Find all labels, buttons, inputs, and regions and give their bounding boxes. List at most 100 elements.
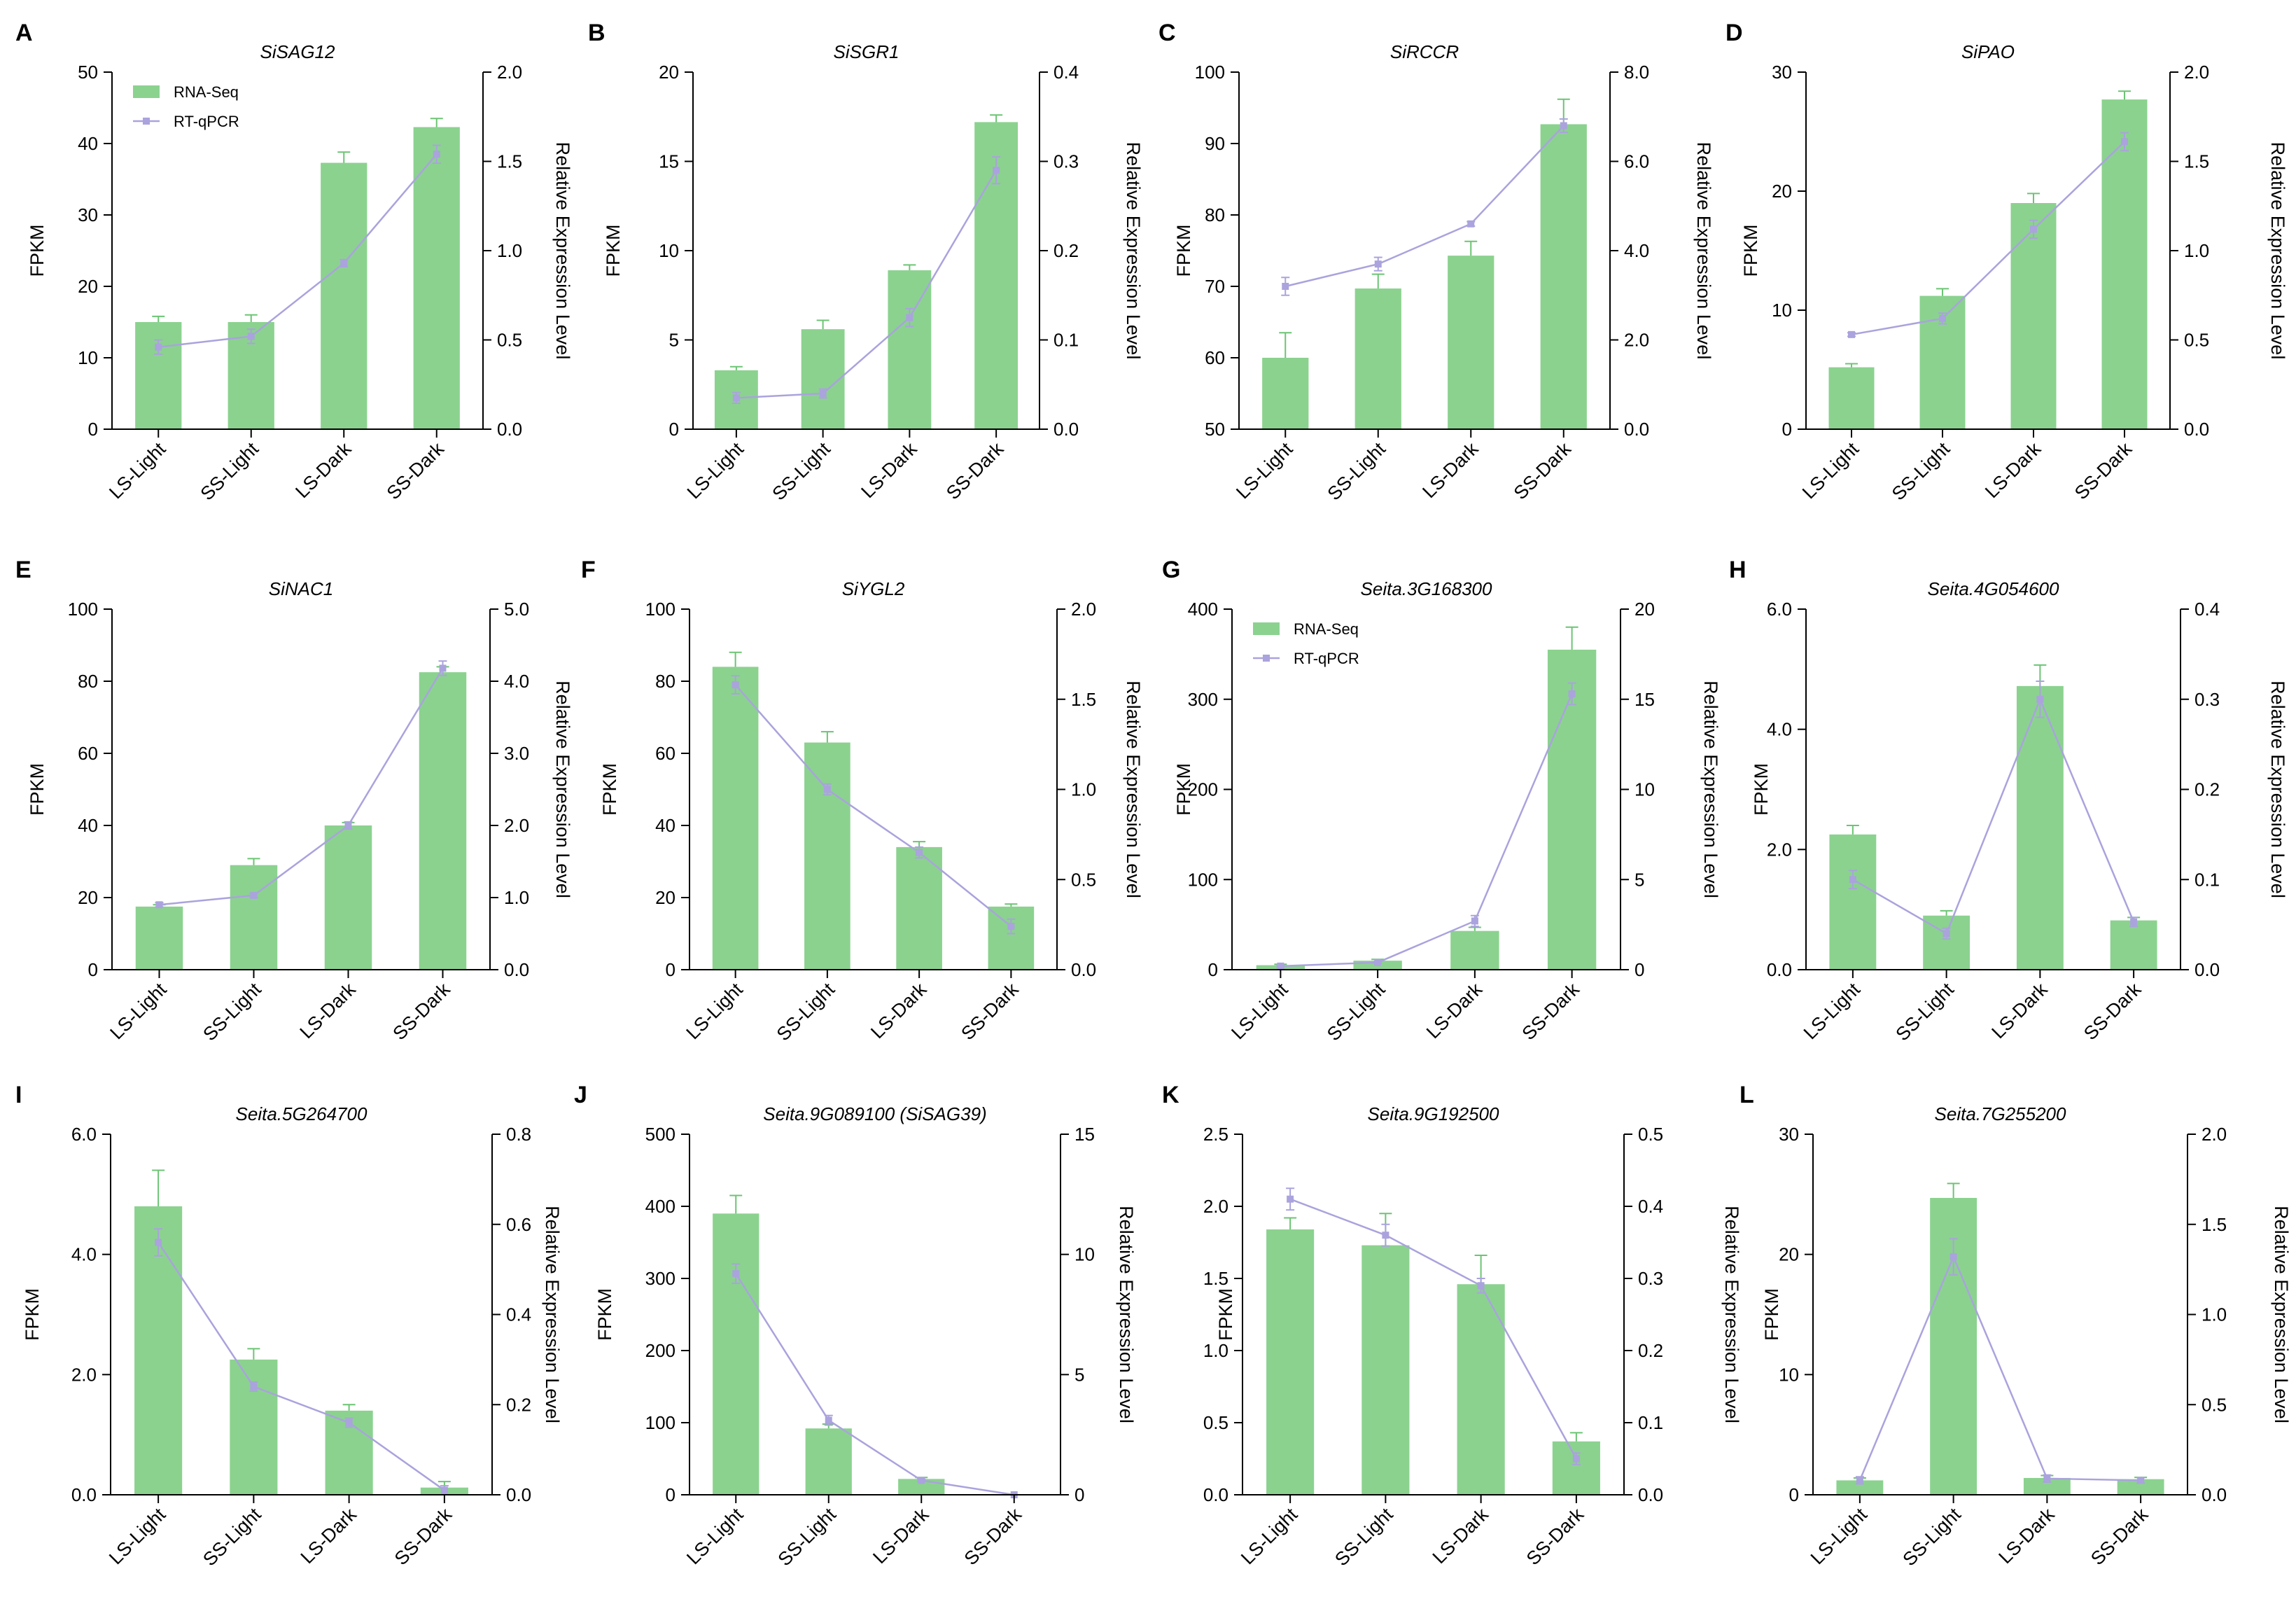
x-tick-label: LS-Light [683,438,748,503]
y-tick-label: 2.0 [71,1364,97,1385]
bar [321,162,368,430]
data-point [340,259,348,267]
chart-title: SiSGR1 [834,41,899,62]
y-tick-label: 4.0 [71,1244,97,1265]
data-point [2137,1477,2145,1484]
legend-line-marker [143,118,150,125]
y2-tick-label: 0.0 [1638,1484,1663,1505]
y2-tick-label: 0.2 [506,1394,531,1415]
y2-tick-label: 1.5 [2184,151,2209,172]
y2-tick-label: 5.0 [504,599,529,620]
bar [888,270,932,429]
y-tick-label: 500 [645,1124,676,1145]
bar [230,865,278,970]
y2-tick-label: 0.5 [2202,1394,2227,1415]
y-tick-label: 0 [669,419,679,440]
chart-panel-k: K Seita.9G192500 0.0 0.5 1.0 1.5 2.0 2.5 0.0 0.1 0… [1162,1082,1742,1570]
data-point [1277,962,1284,970]
panel-letter: J [574,1082,587,1108]
y2-tick-label: 0.4 [506,1304,531,1325]
x-tick-label: LS-Dark [1429,1504,1493,1568]
y-tick-label: 80 [1205,204,1225,225]
data-point [2036,695,2044,703]
y-tick-label: 0 [666,1484,676,1505]
data-point [916,849,923,856]
y-tick-label: 60 [655,743,676,764]
x-tick-label: SS-Dark [942,438,1008,504]
data-point [344,822,352,829]
y2-tick-label: 1.5 [1071,689,1096,710]
y-axis-title: FPKM [1215,1288,1236,1341]
data-point [906,314,913,321]
x-tick-label: LS-Light [1232,438,1297,503]
rt-qpcr-line [1852,697,2135,935]
data-point [1849,876,1856,884]
y2-tick-label: 0.0 [2194,959,2220,980]
x-tick-label: SS-Light [773,979,839,1045]
y-tick-label: 90 [1205,133,1225,154]
bar [1552,1441,1600,1495]
chart-panel-f: F SiYGL2 0 20 40 60 80 100 0.0 0.5 1.0 1.5 2.0 LS-Lig… [581,557,1144,1045]
panel-letter: K [1162,1082,1180,1108]
chart-title: Seita.7G255200 [1935,1103,2066,1124]
x-tick-label: LS-Dark [296,979,360,1043]
x-tick-label: SS-Light [199,1504,265,1570]
chart-title: Seita.9G192500 [1368,1103,1499,1124]
x-tick-label: LS-Light [1807,1504,1872,1569]
rt-qpcr-line [734,684,1012,928]
x-tick-label: LS-Dark [869,1504,933,1568]
bar [135,906,183,970]
chart-panel-b: B SiSGR1 0 5 10 15 20 0.0 0.1 0.2 0.3 0.4 LS-Light SS… [588,20,1144,504]
data-point [1572,1455,1580,1463]
rt-qpcr-line [1284,125,1564,288]
y-tick-label: 50 [1205,419,1225,440]
rt-qpcr-line [158,153,438,348]
rt-qpcr-line [1858,1254,2141,1481]
y2-tick-label: 0.4 [1054,62,1079,83]
y-tick-label: 200 [1188,779,1218,800]
data-point [2030,225,2037,233]
bar [896,846,942,970]
x-tick-label: SS-Dark [2080,979,2146,1045]
y-tick-label: 60 [1205,347,1225,368]
legend-line-marker [1263,655,1270,662]
y2-axis-title: Relative Expression Level [552,142,573,360]
x-tick-label: LS-Dark [1418,438,1483,503]
y-tick-label: 0 [1782,419,1792,440]
x-tick-label: LS-Light [1800,979,1865,1044]
y-tick-label: 300 [1188,689,1218,710]
bar [1262,358,1309,429]
legend-bar-label: RNA-Seq [1294,620,1359,638]
y-tick-label: 4.0 [1767,719,1792,740]
y2-tick-label: 8.0 [1624,62,1649,83]
x-tick-label: LS-Dark [1994,1504,2059,1568]
x-tick-label: LS-Light [106,979,171,1044]
y2-tick-label: 0.4 [2194,599,2220,620]
y-tick-label: 20 [659,62,679,83]
chart-title: SiPAO [1961,41,2015,62]
y-tick-label: 40 [78,815,98,836]
y-tick-label: 30 [78,204,98,225]
data-point [1467,220,1475,228]
data-point [250,891,258,899]
y-tick-label: 30 [1779,1124,1799,1145]
panel-letter: I [15,1082,22,1108]
y-axis-title: FPKM [599,763,620,816]
chart-title: Seita.9G089100 (SiSAG39) [763,1103,986,1124]
y2-tick-label: 2.0 [1071,599,1096,620]
x-tick-label: LS-Dark [297,1504,361,1568]
x-tick-label: SS-Dark [391,1504,456,1570]
y2-axis-title: Relative Expression Level [1721,1206,1742,1423]
panel-letter: F [581,557,596,583]
y-axis-title: FPKM [27,224,48,277]
chart-panel-l: L Seita.7G255200 0 10 20 30 0.0 0.5 1.0 1.5 2.0 LS-… [1740,1082,2292,1570]
y2-tick-label: 15 [1074,1124,1095,1145]
y-tick-label: 400 [645,1196,676,1217]
y-tick-label: 0.0 [1767,959,1792,980]
bar [230,1359,278,1495]
y-tick-label: 0 [1208,959,1218,980]
data-point [993,167,1000,174]
data-point [1568,690,1576,698]
y2-tick-label: 1.0 [497,240,522,261]
